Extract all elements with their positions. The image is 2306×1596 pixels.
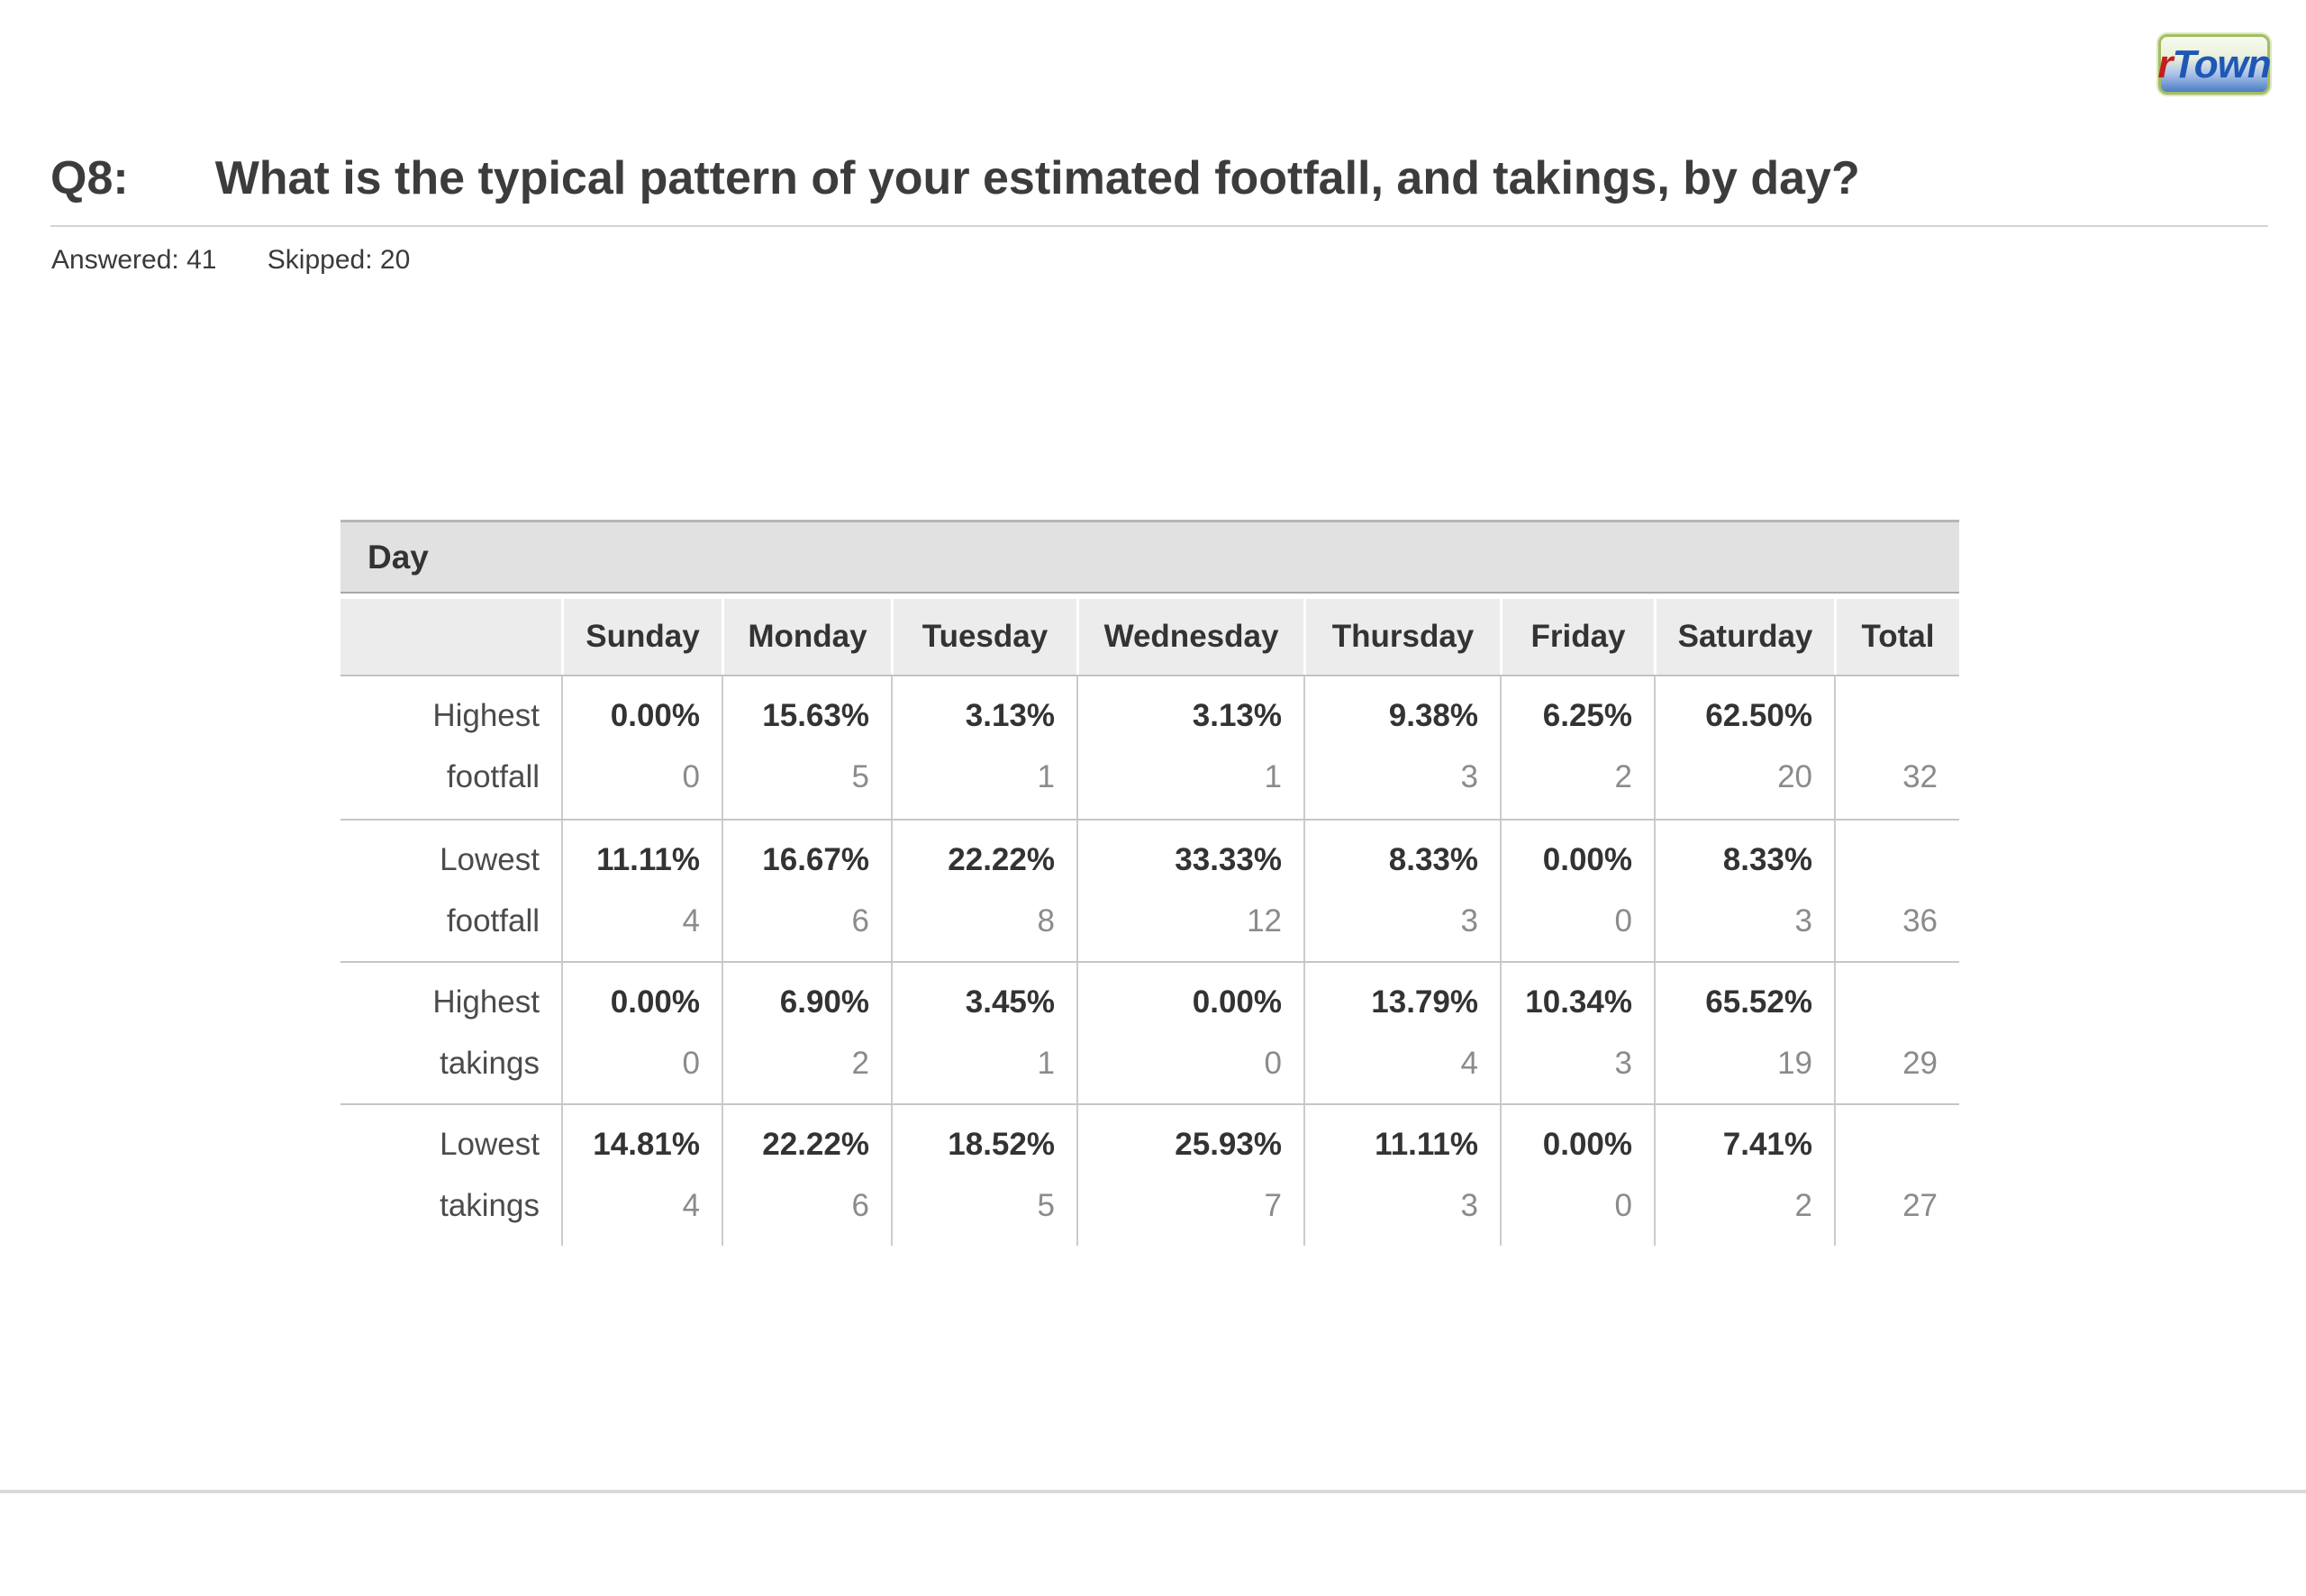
cell-monday: 22.22% 6 <box>722 1105 891 1246</box>
header-cell-monday: Monday <box>722 599 891 675</box>
cell-monday: 6.90% 2 <box>722 963 891 1103</box>
cell-thursday: 13.79% 4 <box>1303 963 1500 1103</box>
cell-tuesday: 22.22% 8 <box>891 821 1076 961</box>
cell-sunday: 0.00% 0 <box>561 963 722 1103</box>
logo-word-town: Town <box>2172 41 2271 86</box>
cell-saturday: 65.52% 19 <box>1654 963 1834 1103</box>
bottom-divider <box>0 1490 2306 1493</box>
cell-saturday: 8.33% 3 <box>1654 821 1834 961</box>
cell-monday: 16.67% 6 <box>722 821 891 961</box>
header-cell-empty <box>340 599 561 675</box>
cell-tuesday: 3.45% 1 <box>891 963 1076 1103</box>
logo-letter-r: r <box>2157 41 2173 86</box>
cell-total: 29 <box>1834 963 1959 1103</box>
cell-friday: 10.34% 3 <box>1500 963 1654 1103</box>
title-divider <box>50 225 2268 227</box>
row-label: Highest takings <box>432 984 540 1081</box>
header-cell-sunday: Sunday <box>561 599 722 675</box>
cell-thursday: 9.38% 3 <box>1303 676 1500 819</box>
cell-wednesday: 3.13% 1 <box>1076 676 1303 819</box>
question-title: What is the typical pattern of your esti… <box>214 152 1860 204</box>
header-cell-wednesday: Wednesday <box>1076 599 1303 675</box>
cell-sunday: 14.81% 4 <box>561 1105 722 1246</box>
cell-thursday: 11.11% 3 <box>1303 1105 1500 1246</box>
results-table: Day Sunday Monday Tuesday Wednesday Thur… <box>340 520 1959 1246</box>
table-group-header: Day <box>340 520 1959 594</box>
cell-wednesday: 25.93% 7 <box>1076 1105 1303 1246</box>
cell-wednesday: 33.33% 12 <box>1076 821 1303 961</box>
cell-friday: 6.25% 2 <box>1500 676 1654 819</box>
header-cell-tuesday: Tuesday <box>891 599 1076 675</box>
answered-count: Answered: 41 <box>51 245 217 275</box>
cell-tuesday: 18.52% 5 <box>891 1105 1076 1246</box>
cell-tuesday: 3.13% 1 <box>891 676 1076 819</box>
header-cell-friday: Friday <box>1500 599 1654 675</box>
cell-monday: 15.63% 5 <box>722 676 891 819</box>
header-cell-saturday: Saturday <box>1654 599 1834 675</box>
table-header-row: Sunday Monday Tuesday Wednesday Thursday… <box>340 599 1959 676</box>
row-label: Highest footfall <box>432 698 540 794</box>
row-label: Lowest footfall <box>440 842 540 939</box>
cell-total: 27 <box>1834 1105 1959 1246</box>
question-number: Q8: <box>50 152 129 204</box>
cell-friday: 0.00% 0 <box>1500 1105 1654 1246</box>
rtown-logo: rTown <box>2157 34 2272 95</box>
table-row: Lowest footfall 11.11% 4 16.67% 6 22.22%… <box>340 819 1959 961</box>
rtown-logo-text: rTown <box>2157 41 2271 87</box>
table-row: Lowest takings 14.81% 4 22.22% 6 18.52% … <box>340 1103 1959 1246</box>
cell-wednesday: 0.00% 0 <box>1076 963 1303 1103</box>
cell-friday: 0.00% 0 <box>1500 821 1654 961</box>
question-header: Q8: What is the typical pattern of your … <box>50 151 2256 205</box>
table-row: Highest footfall 0.00% 0 15.63% 5 3.13% … <box>340 676 1959 819</box>
cell-sunday: 11.11% 4 <box>561 821 722 961</box>
response-stats: Answered: 41 Skipped: 20 <box>51 245 453 276</box>
cell-saturday: 62.50% 20 <box>1654 676 1834 819</box>
cell-saturday: 7.41% 2 <box>1654 1105 1834 1246</box>
cell-sunday: 0.00% 0 <box>561 676 722 819</box>
table-row: Highest takings 0.00% 0 6.90% 2 3.45% 1 … <box>340 961 1959 1103</box>
skipped-count: Skipped: 20 <box>267 245 411 275</box>
row-label: Lowest takings <box>440 1127 540 1223</box>
header-cell-total: Total <box>1834 599 1959 675</box>
cell-thursday: 8.33% 3 <box>1303 821 1500 961</box>
cell-total: 32 <box>1834 676 1959 819</box>
cell-total: 36 <box>1834 821 1959 961</box>
header-cell-thursday: Thursday <box>1303 599 1500 675</box>
